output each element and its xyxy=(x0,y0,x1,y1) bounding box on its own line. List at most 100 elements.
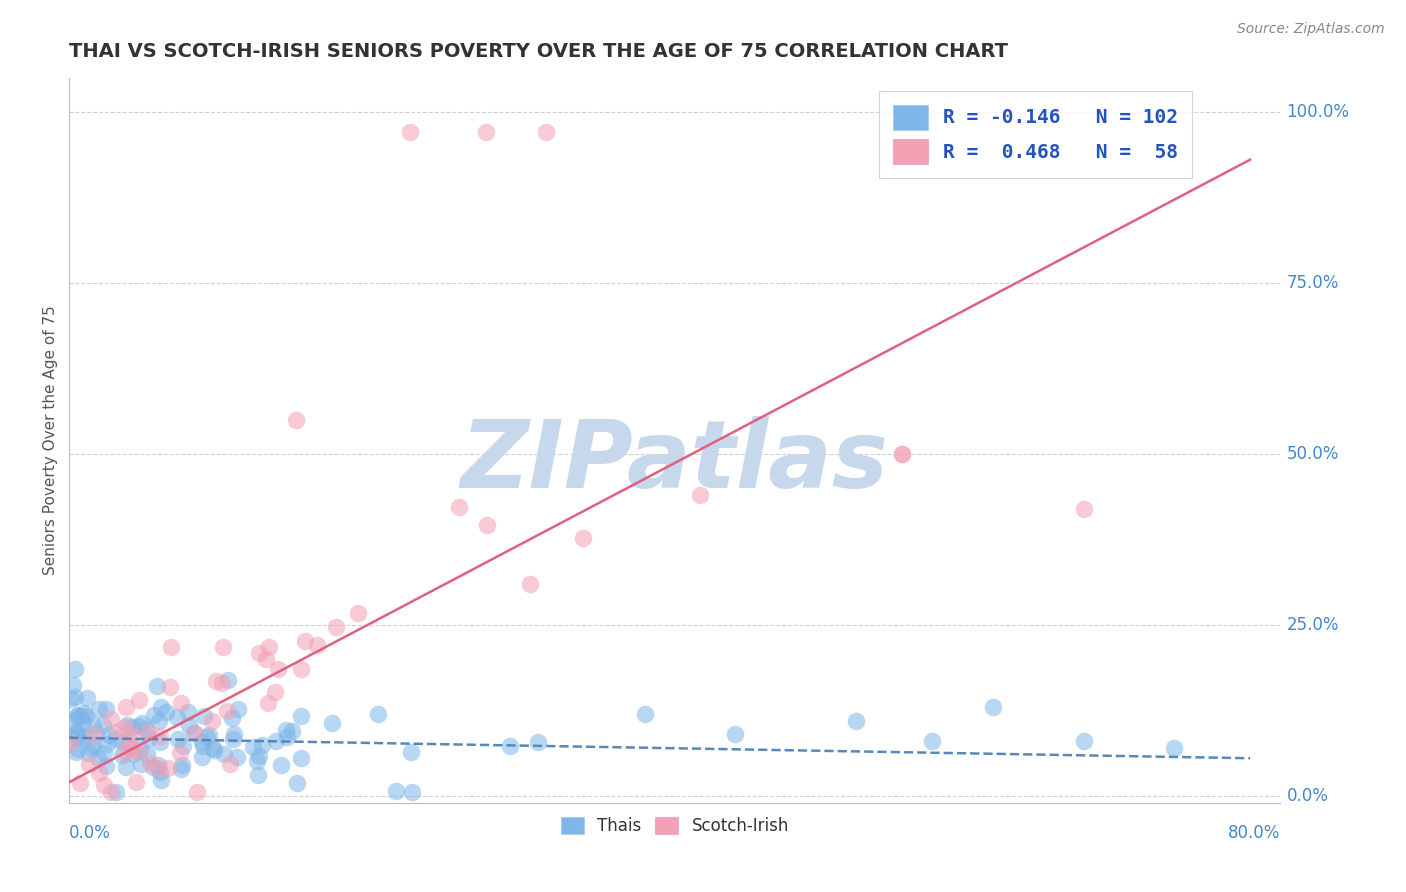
Point xyxy=(80,741,103,756)
Text: 50.0%: 50.0% xyxy=(1286,445,1339,463)
Point xyxy=(689,488,711,502)
Point xyxy=(198,728,221,742)
Point xyxy=(254,652,277,666)
Point xyxy=(221,711,243,725)
Point xyxy=(128,718,150,732)
Point xyxy=(475,518,498,533)
Point xyxy=(276,723,298,738)
Point xyxy=(73,730,96,744)
Point xyxy=(75,708,97,723)
Point xyxy=(82,737,104,751)
Point xyxy=(325,620,347,634)
Point xyxy=(226,749,249,764)
Point xyxy=(94,759,117,773)
Point xyxy=(270,758,292,772)
Point xyxy=(83,728,105,742)
Point xyxy=(159,680,181,694)
Point xyxy=(93,778,115,792)
Point xyxy=(247,646,270,660)
Point xyxy=(84,726,107,740)
Point xyxy=(202,743,225,757)
Point xyxy=(981,700,1004,714)
Point xyxy=(921,734,943,748)
Point xyxy=(247,748,270,763)
Point xyxy=(633,706,655,721)
Point xyxy=(138,756,160,771)
Point xyxy=(276,731,298,745)
Point xyxy=(115,718,138,732)
Point xyxy=(170,762,193,776)
Point xyxy=(527,735,550,749)
Point xyxy=(228,702,250,716)
Point xyxy=(96,702,118,716)
Point xyxy=(128,693,150,707)
Point xyxy=(76,691,98,706)
Point xyxy=(148,765,170,780)
Point xyxy=(87,701,110,715)
Point xyxy=(77,757,100,772)
Point xyxy=(219,757,242,772)
Point xyxy=(89,766,111,780)
Point xyxy=(59,734,82,748)
Text: Source: ZipAtlas.com: Source: ZipAtlas.com xyxy=(1237,22,1385,37)
Point xyxy=(138,731,160,745)
Point xyxy=(186,785,208,799)
Point xyxy=(120,739,142,754)
Point xyxy=(193,708,215,723)
Point xyxy=(70,708,93,723)
Point xyxy=(166,710,188,724)
Point xyxy=(1073,501,1095,516)
Point xyxy=(100,785,122,799)
Point xyxy=(91,718,114,732)
Point xyxy=(474,125,496,139)
Point xyxy=(100,712,122,726)
Point xyxy=(73,706,96,720)
Point xyxy=(65,725,87,739)
Point xyxy=(120,733,142,747)
Point xyxy=(250,739,273,753)
Point xyxy=(125,775,148,789)
Point xyxy=(150,700,173,714)
Text: THAI VS SCOTCH-IRISH SENIORS POVERTY OVER THE AGE OF 75 CORRELATION CHART: THAI VS SCOTCH-IRISH SENIORS POVERTY OVE… xyxy=(69,42,1008,61)
Point xyxy=(114,746,136,760)
Point xyxy=(399,125,422,139)
Point xyxy=(120,742,142,756)
Point xyxy=(217,673,239,687)
Point xyxy=(129,741,152,756)
Point xyxy=(142,760,165,774)
Point xyxy=(290,662,312,676)
Point xyxy=(155,706,177,720)
Point xyxy=(169,746,191,760)
Text: 25.0%: 25.0% xyxy=(1286,615,1339,634)
Point xyxy=(65,745,87,759)
Point xyxy=(242,739,264,754)
Point xyxy=(65,723,87,738)
Point xyxy=(519,577,541,591)
Point xyxy=(59,692,82,706)
Point xyxy=(67,741,90,756)
Point xyxy=(287,776,309,790)
Point xyxy=(63,662,86,676)
Point xyxy=(190,750,212,764)
Point xyxy=(280,723,302,738)
Point xyxy=(115,699,138,714)
Point xyxy=(183,725,205,739)
Point xyxy=(1163,741,1185,756)
Point xyxy=(172,757,194,772)
Point xyxy=(136,725,159,739)
Point xyxy=(82,718,104,732)
Point xyxy=(111,747,134,762)
Point xyxy=(67,730,90,744)
Point xyxy=(193,739,215,754)
Point xyxy=(401,745,423,759)
Point xyxy=(105,785,128,799)
Point xyxy=(72,716,94,731)
Point xyxy=(66,712,89,726)
Point xyxy=(104,731,127,746)
Point xyxy=(890,447,912,461)
Text: ZIPatlas: ZIPatlas xyxy=(461,416,889,508)
Y-axis label: Seniors Poverty Over the Age of 75: Seniors Poverty Over the Age of 75 xyxy=(44,305,58,575)
Text: 0.0%: 0.0% xyxy=(69,824,111,842)
Point xyxy=(160,640,183,654)
Point xyxy=(385,783,408,797)
